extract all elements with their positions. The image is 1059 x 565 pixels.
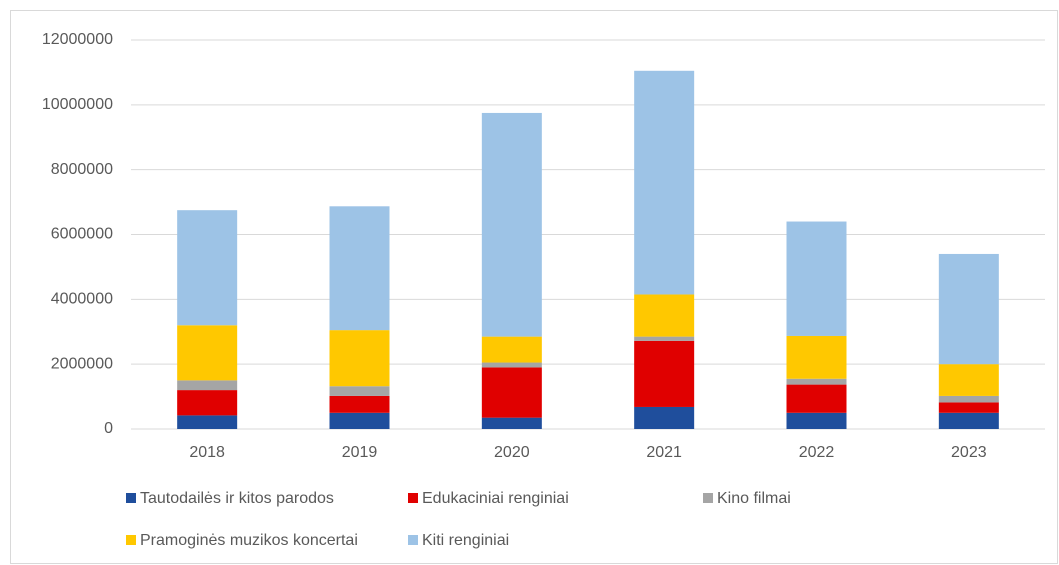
bar-segment: [481, 336, 542, 363]
bar-segment: [938, 395, 999, 403]
legend-label: Tautodailės ir kitos parodos: [140, 490, 334, 507]
y-tick-label: 0: [104, 420, 113, 437]
bar-segment: [177, 390, 238, 416]
bar-segment: [634, 406, 695, 429]
bar-segment: [177, 415, 238, 429]
bar-segment: [634, 70, 695, 295]
bar-segment: [938, 402, 999, 413]
bar-segment: [177, 380, 238, 391]
bar-segment: [481, 362, 542, 368]
x-tick-label: 2019: [342, 444, 378, 461]
legend-label: Edukaciniai renginiai: [422, 490, 569, 507]
bar-segment: [481, 417, 542, 429]
x-tick-label: 2021: [646, 444, 682, 461]
bar-segment: [634, 340, 695, 407]
bar-segment: [634, 294, 695, 337]
bar-segment: [786, 412, 847, 429]
bar-segment: [481, 112, 542, 337]
bar-segment: [938, 253, 999, 365]
x-tick-label: 2022: [799, 444, 835, 461]
bar-segment: [177, 210, 238, 326]
bar-segment: [786, 335, 847, 379]
y-tick-label: 2000000: [51, 355, 113, 372]
x-tick-label: 2023: [951, 444, 987, 461]
y-tick-label: 4000000: [51, 291, 113, 308]
legend-swatch: [408, 493, 418, 503]
legend-label: Kino filmai: [717, 490, 791, 507]
bar-segment: [177, 325, 238, 381]
legend-swatch: [703, 493, 713, 503]
y-tick-label: 6000000: [51, 226, 113, 243]
bar-segment: [786, 384, 847, 413]
y-tick-label: 12000000: [42, 31, 113, 48]
x-tick-label: 2020: [494, 444, 530, 461]
bar-segment: [938, 412, 999, 429]
y-tick-label: 8000000: [51, 161, 113, 178]
bar-segment: [786, 221, 847, 336]
bar-segment: [786, 378, 847, 385]
bar-segment: [329, 206, 390, 331]
bar-segment: [329, 386, 390, 396]
y-tick-label: 10000000: [42, 96, 113, 113]
legend-swatch: [126, 535, 136, 545]
legend-label: Kiti renginiai: [422, 532, 509, 549]
bar-segment: [329, 395, 390, 413]
x-tick-label: 2018: [189, 444, 225, 461]
bar-segment: [634, 336, 695, 341]
bar-segment: [938, 364, 999, 396]
bar-segment: [329, 412, 390, 429]
bar-segment: [329, 330, 390, 387]
legend-label: Pramoginės muzikos koncertai: [140, 532, 358, 549]
legend-swatch: [408, 535, 418, 545]
legend-swatch: [126, 493, 136, 503]
bar-segment: [481, 367, 542, 418]
